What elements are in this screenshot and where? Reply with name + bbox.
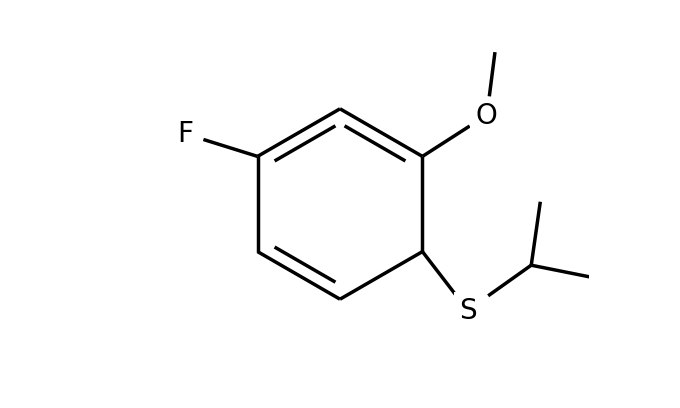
Text: S: S [459,297,477,324]
Text: O: O [475,102,497,130]
Text: F: F [177,120,193,148]
